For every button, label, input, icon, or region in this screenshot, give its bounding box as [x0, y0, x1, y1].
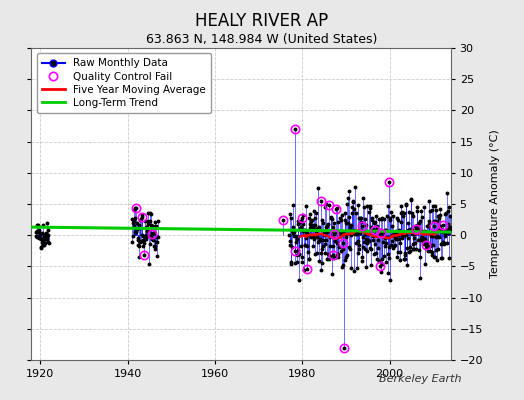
Text: Berkeley Earth: Berkeley Earth [379, 374, 461, 384]
Legend: Raw Monthly Data, Quality Control Fail, Five Year Moving Average, Long-Term Tren: Raw Monthly Data, Quality Control Fail, … [37, 53, 211, 113]
Y-axis label: Temperature Anomaly (°C): Temperature Anomaly (°C) [490, 130, 500, 278]
Text: HEALY RIVER AP: HEALY RIVER AP [195, 12, 329, 30]
Text: 63.863 N, 148.984 W (United States): 63.863 N, 148.984 W (United States) [146, 33, 378, 46]
